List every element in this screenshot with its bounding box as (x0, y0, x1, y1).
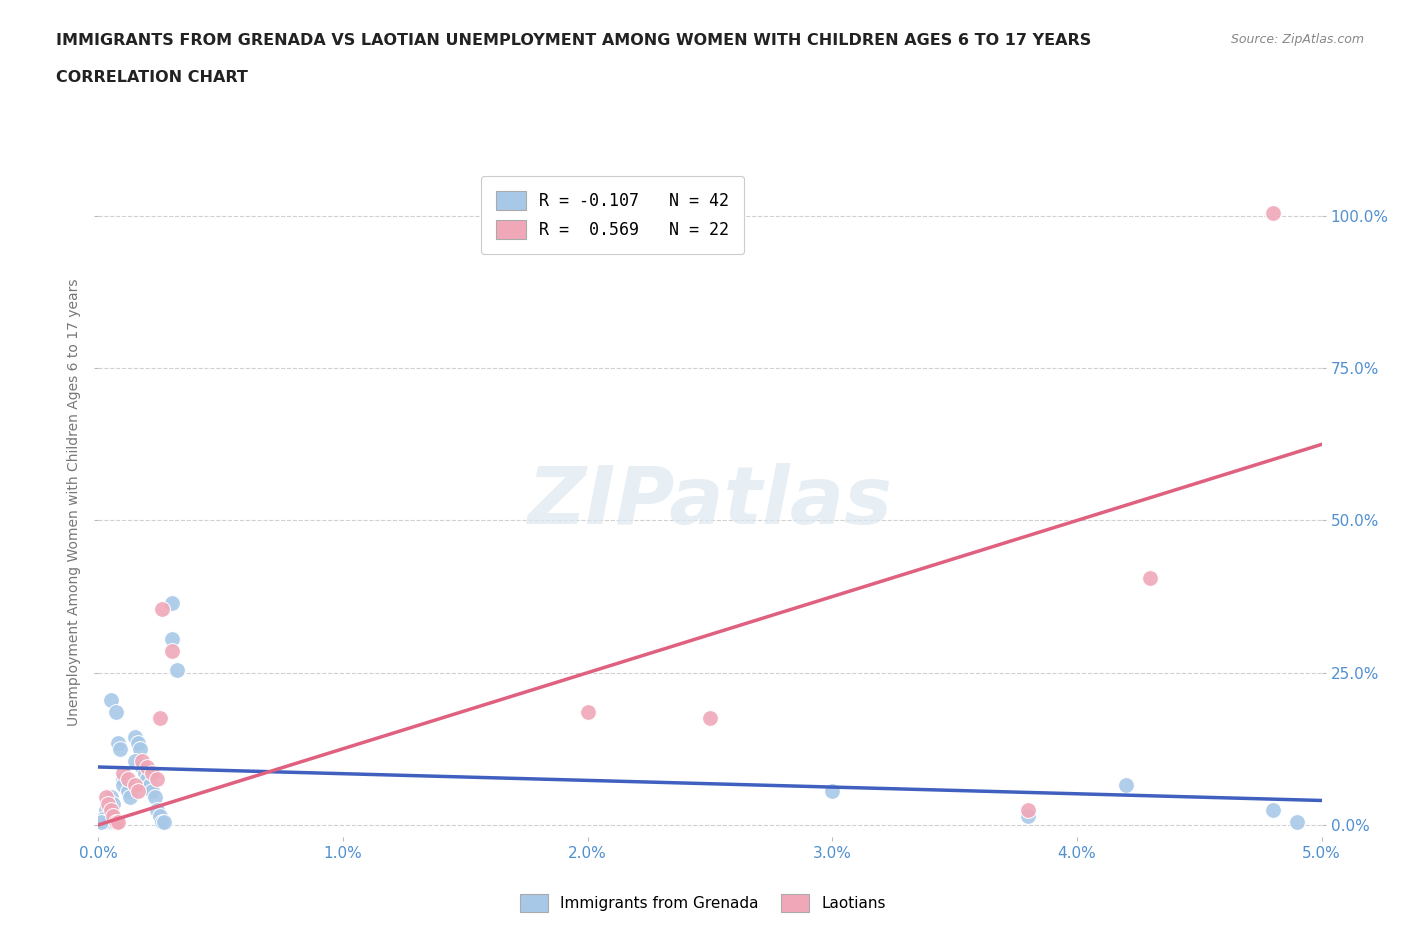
Point (97, 815, 120, 830)
Point (117, 784, 139, 799)
Point (150, 602, 173, 617)
Point (166, 662, 188, 677)
Point (699, 711, 721, 725)
Point (101, 815, 124, 830)
Point (94, 803, 117, 817)
Point (131, 760, 153, 775)
Point (124, 753, 146, 768)
Point (134, 765, 156, 780)
Point (91, 811, 114, 826)
Point (110, 741, 132, 756)
Point (100, 790, 122, 804)
Text: IMMIGRANTS FROM GRENADA VS LAOTIAN UNEMPLOYMENT AMONG WOMEN WITH CHILDREN AGES 6: IMMIGRANTS FROM GRENADA VS LAOTIAN UNEMP… (56, 33, 1091, 47)
Point (104, 815, 127, 830)
Point (97, 808, 120, 823)
Point (124, 777, 146, 792)
Point (153, 815, 176, 830)
Text: CORRELATION CHART: CORRELATION CHART (56, 70, 247, 85)
Point (139, 777, 162, 792)
Point (160, 644, 183, 658)
Point (97, 796, 120, 811)
Point (107, 736, 129, 751)
Point (107, 815, 129, 830)
Point (821, 784, 844, 799)
Point (117, 772, 139, 787)
Point (1139, 571, 1161, 586)
Point (104, 705, 127, 720)
Point (101, 808, 124, 823)
Legend: R = -0.107   N = 42, R =  0.569   N = 22: R = -0.107 N = 42, R = 0.569 N = 22 (481, 176, 744, 254)
Point (111, 772, 134, 787)
Point (124, 729, 146, 744)
Point (149, 808, 172, 823)
Text: ZIPatlas: ZIPatlas (527, 463, 893, 541)
Point (100, 693, 122, 708)
Point (111, 765, 134, 780)
Point (104, 815, 127, 830)
Point (129, 741, 152, 756)
Point (94, 815, 117, 830)
Point (146, 803, 169, 817)
Point (120, 790, 142, 804)
Point (146, 772, 169, 787)
Point (100, 803, 122, 817)
Legend: Immigrants from Grenada, Laotians: Immigrants from Grenada, Laotians (515, 888, 891, 918)
Point (90, 815, 112, 830)
Point (160, 595, 183, 610)
Point (91, 815, 114, 830)
Point (1017, 808, 1039, 823)
Point (101, 796, 124, 811)
Point (1286, 815, 1309, 830)
Point (160, 631, 183, 646)
Point (131, 753, 153, 768)
Point (1115, 777, 1137, 792)
Point (1261, 803, 1284, 817)
Point (1261, 206, 1284, 220)
Point (141, 765, 163, 780)
Point (100, 815, 122, 830)
Point (136, 760, 159, 775)
Point (149, 711, 172, 725)
Point (94, 790, 117, 804)
Point (576, 705, 599, 720)
Point (143, 790, 166, 804)
Point (1017, 803, 1039, 817)
Point (127, 736, 149, 751)
Y-axis label: Unemployment Among Women with Children Ages 6 to 17 years: Unemployment Among Women with Children A… (67, 278, 82, 726)
Point (127, 784, 149, 799)
Point (150, 815, 173, 830)
Point (141, 784, 163, 799)
Text: Source: ZipAtlas.com: Source: ZipAtlas.com (1230, 33, 1364, 46)
Point (136, 772, 159, 787)
Point (111, 777, 134, 792)
